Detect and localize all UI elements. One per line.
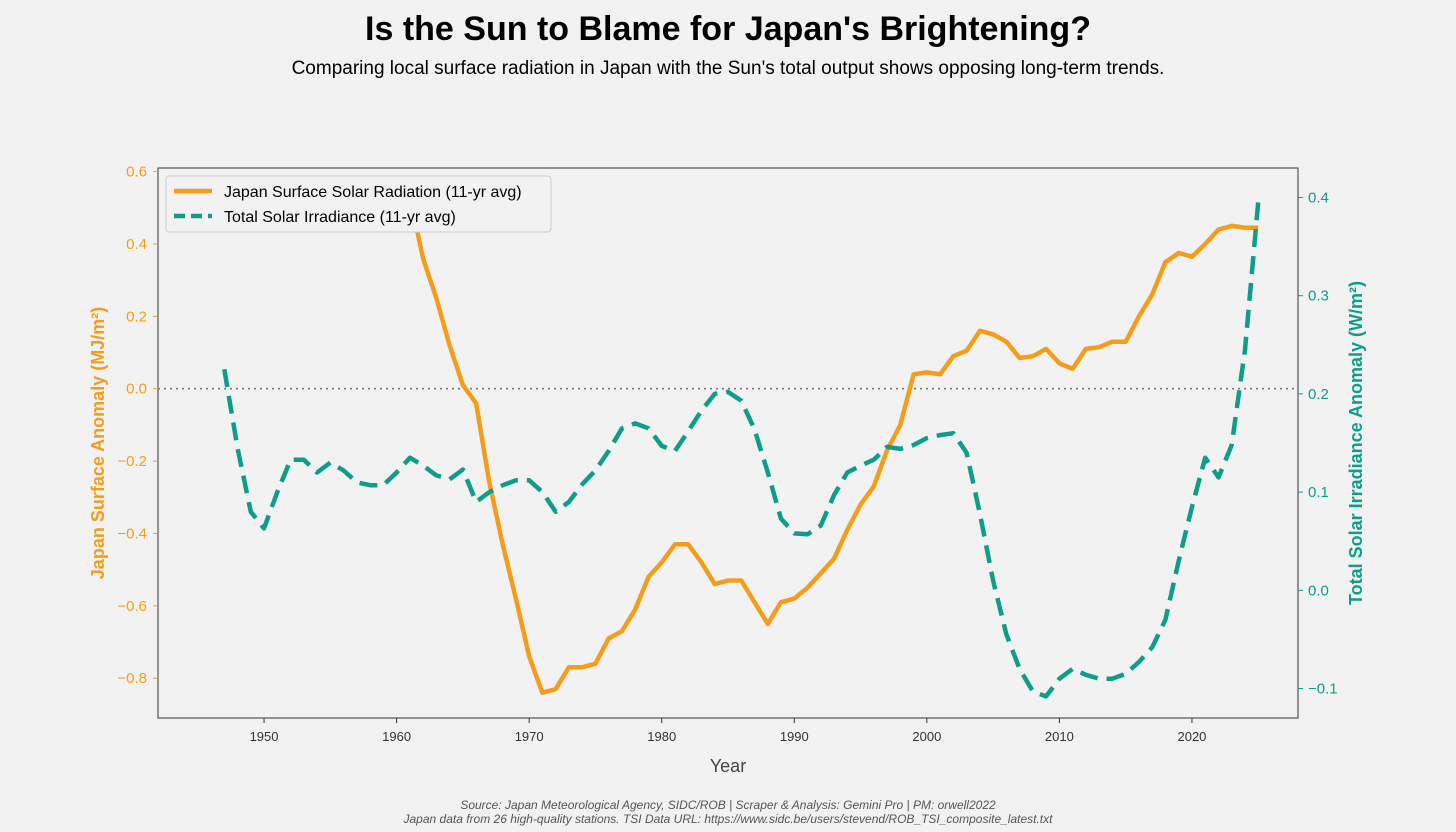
y-left-tick-label: −0.2	[117, 453, 147, 470]
y-left-tick-label: 0.6	[126, 164, 147, 181]
x-tick-label: 2020	[1177, 729, 1206, 744]
legend: Japan Surface Solar Radiation (11-yr avg…	[165, 175, 552, 233]
y-left-tick-label: 0.4	[126, 236, 147, 253]
x-axis-label: Year	[710, 756, 746, 776]
legend-box	[165, 175, 552, 233]
y-right-axis-label: Total Solar Irradiance Anomaly (W/m²)	[1346, 281, 1366, 605]
chart-subtitle: Comparing local surface radiation in Jap…	[291, 58, 1165, 79]
legend-label-tsi: Total Solar Irradiance (11-yr avg)	[224, 209, 456, 226]
plot-frame	[157, 167, 1299, 719]
y-right-tick-label: 0.1	[1308, 484, 1329, 501]
y-left-axis-label: Japan Surface Anomaly (MJ/m²)	[88, 307, 108, 579]
chart-title: Is the Sun to Blame for Japan's Brighten…	[365, 10, 1091, 48]
tsi-line	[222, 202, 1261, 699]
footer-note: Japan data from 26 high-quality stations…	[403, 812, 1053, 826]
x-tick-label: 1990	[780, 729, 809, 744]
x-tick-label: 2000	[912, 729, 941, 744]
x-tick-label: 1960	[382, 729, 411, 744]
japan-radiation-line	[407, 196, 1259, 695]
y-right-tick-label: −0.1	[1308, 681, 1338, 698]
x-tick-label: 2010	[1045, 729, 1074, 744]
y-left-tick-label: 0.2	[126, 308, 147, 325]
chart-footer: Source: Japan Meteorological Agency, SID…	[0, 798, 1456, 826]
x-tick-label: 1970	[515, 729, 544, 744]
footer-source: Source: Japan Meteorological Agency, SID…	[460, 798, 996, 812]
y-left-tick-label: −0.4	[117, 525, 147, 542]
y-left-tick-label: −0.8	[117, 670, 147, 687]
legend-label-japan: Japan Surface Solar Radiation (11-yr avg…	[224, 184, 522, 201]
x-tick-label: 1950	[250, 729, 279, 744]
y-right-tick-label: 0.0	[1308, 582, 1329, 599]
y-right-tick-label: 0.2	[1308, 386, 1329, 403]
y-left-tick-label: 0.0	[126, 381, 147, 398]
x-tick-label: 1980	[647, 729, 676, 744]
y-right-tick-label: 0.3	[1308, 288, 1329, 305]
y-left-tick-label: −0.6	[117, 598, 147, 615]
y-right-tick-label: 0.4	[1308, 189, 1329, 206]
